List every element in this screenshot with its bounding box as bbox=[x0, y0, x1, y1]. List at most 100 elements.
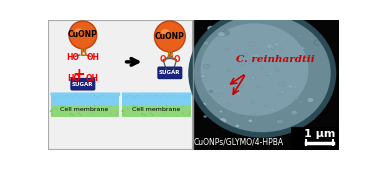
Circle shape bbox=[93, 105, 95, 107]
Ellipse shape bbox=[256, 85, 260, 88]
Bar bbox=[51, 95, 119, 106]
Circle shape bbox=[105, 110, 107, 112]
Text: SUGAR: SUGAR bbox=[72, 82, 94, 87]
Ellipse shape bbox=[239, 59, 245, 63]
Ellipse shape bbox=[243, 53, 248, 57]
Ellipse shape bbox=[216, 92, 223, 97]
Ellipse shape bbox=[266, 75, 269, 76]
Ellipse shape bbox=[288, 84, 294, 88]
Ellipse shape bbox=[251, 76, 255, 79]
Circle shape bbox=[127, 108, 129, 110]
Ellipse shape bbox=[260, 67, 263, 69]
Ellipse shape bbox=[253, 54, 259, 58]
Bar bbox=[291, 127, 347, 150]
Circle shape bbox=[133, 105, 135, 107]
Ellipse shape bbox=[226, 103, 231, 106]
Ellipse shape bbox=[219, 110, 223, 113]
Text: HO: HO bbox=[67, 74, 80, 82]
Circle shape bbox=[121, 110, 123, 112]
Ellipse shape bbox=[307, 98, 314, 102]
Circle shape bbox=[155, 109, 157, 111]
Ellipse shape bbox=[271, 57, 274, 59]
Text: OH: OH bbox=[86, 53, 99, 62]
Circle shape bbox=[50, 110, 51, 112]
Circle shape bbox=[72, 114, 74, 116]
Circle shape bbox=[188, 114, 190, 115]
Circle shape bbox=[139, 107, 141, 109]
Ellipse shape bbox=[228, 70, 231, 72]
Text: HO: HO bbox=[66, 53, 79, 62]
Circle shape bbox=[174, 110, 176, 112]
Circle shape bbox=[170, 107, 172, 109]
Circle shape bbox=[189, 111, 191, 113]
Circle shape bbox=[65, 106, 67, 108]
Ellipse shape bbox=[202, 103, 206, 106]
Circle shape bbox=[121, 111, 123, 112]
Ellipse shape bbox=[236, 92, 242, 95]
Circle shape bbox=[64, 106, 66, 107]
Ellipse shape bbox=[201, 23, 308, 116]
Circle shape bbox=[61, 105, 63, 107]
Circle shape bbox=[102, 110, 104, 112]
Circle shape bbox=[93, 109, 94, 111]
Circle shape bbox=[50, 111, 51, 112]
Ellipse shape bbox=[299, 101, 302, 103]
Text: OH: OH bbox=[85, 74, 99, 82]
Circle shape bbox=[155, 21, 185, 52]
Circle shape bbox=[110, 113, 112, 115]
Circle shape bbox=[150, 112, 152, 114]
Ellipse shape bbox=[314, 40, 322, 45]
Ellipse shape bbox=[310, 117, 314, 120]
Text: 1 μm: 1 μm bbox=[304, 129, 335, 139]
Circle shape bbox=[80, 114, 82, 116]
Ellipse shape bbox=[191, 12, 333, 135]
Ellipse shape bbox=[235, 124, 239, 127]
Ellipse shape bbox=[239, 62, 245, 66]
Ellipse shape bbox=[203, 115, 207, 118]
Ellipse shape bbox=[208, 26, 215, 31]
Circle shape bbox=[109, 106, 111, 107]
Bar bbox=[122, 95, 191, 106]
Ellipse shape bbox=[313, 40, 321, 45]
Text: CuONPs/GLYMO/4-HPBA: CuONPs/GLYMO/4-HPBA bbox=[194, 138, 284, 147]
Circle shape bbox=[181, 106, 183, 107]
Circle shape bbox=[69, 113, 71, 115]
Ellipse shape bbox=[251, 101, 255, 104]
Text: C. reinhardtii: C. reinhardtii bbox=[236, 55, 315, 64]
Ellipse shape bbox=[274, 68, 280, 72]
Circle shape bbox=[91, 113, 93, 115]
Bar bbox=[48, 20, 193, 150]
Ellipse shape bbox=[238, 65, 241, 67]
Ellipse shape bbox=[218, 118, 227, 124]
Ellipse shape bbox=[223, 85, 227, 87]
Ellipse shape bbox=[268, 72, 272, 75]
Ellipse shape bbox=[270, 46, 276, 50]
Ellipse shape bbox=[278, 94, 281, 96]
Circle shape bbox=[51, 113, 53, 115]
Bar bbox=[193, 20, 339, 150]
Circle shape bbox=[78, 112, 80, 114]
Circle shape bbox=[123, 113, 125, 115]
Ellipse shape bbox=[225, 48, 229, 51]
Bar bbox=[122, 106, 191, 117]
Ellipse shape bbox=[294, 97, 299, 100]
Ellipse shape bbox=[248, 60, 255, 64]
Text: Cell membrane: Cell membrane bbox=[60, 107, 108, 112]
Ellipse shape bbox=[279, 47, 282, 50]
Circle shape bbox=[51, 109, 53, 111]
Text: B: B bbox=[166, 51, 173, 60]
FancyBboxPatch shape bbox=[71, 78, 95, 90]
Circle shape bbox=[55, 108, 57, 110]
Ellipse shape bbox=[264, 105, 267, 107]
Circle shape bbox=[141, 113, 143, 115]
Ellipse shape bbox=[278, 81, 285, 86]
Circle shape bbox=[178, 110, 180, 112]
Text: O: O bbox=[159, 55, 166, 64]
Ellipse shape bbox=[260, 62, 263, 64]
Ellipse shape bbox=[248, 119, 253, 123]
Ellipse shape bbox=[298, 35, 302, 38]
Circle shape bbox=[163, 113, 164, 115]
Text: Cell membrane: Cell membrane bbox=[132, 107, 180, 112]
Ellipse shape bbox=[270, 108, 274, 111]
Ellipse shape bbox=[209, 90, 213, 93]
